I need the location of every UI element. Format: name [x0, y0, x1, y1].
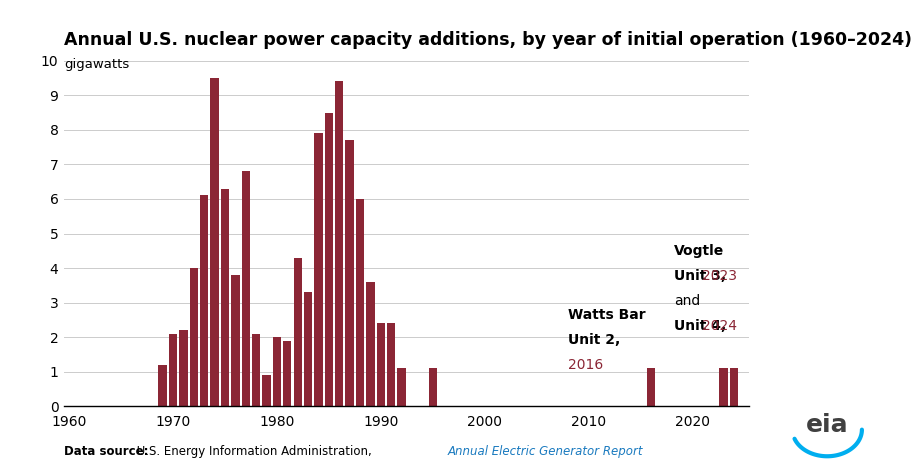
Bar: [387, 323, 395, 406]
Bar: [221, 189, 229, 406]
Bar: [200, 196, 208, 406]
Bar: [231, 275, 239, 406]
Bar: [252, 334, 260, 406]
Bar: [335, 81, 344, 406]
Text: Unit 2,: Unit 2,: [568, 333, 620, 347]
Bar: [262, 375, 271, 406]
Text: eia: eia: [806, 413, 848, 437]
Bar: [367, 282, 375, 406]
Bar: [272, 337, 281, 406]
Text: Data source:: Data source:: [64, 445, 148, 458]
Text: and: and: [674, 294, 700, 308]
Text: Unit 3,: Unit 3,: [674, 269, 730, 283]
Bar: [314, 133, 323, 406]
Text: Watts Bar: Watts Bar: [568, 308, 645, 322]
Text: 2023: 2023: [702, 269, 737, 283]
Bar: [345, 140, 354, 406]
Text: 2016: 2016: [568, 358, 603, 372]
Text: Vogtle: Vogtle: [674, 244, 724, 258]
Bar: [189, 268, 198, 406]
Bar: [283, 340, 292, 406]
Text: Annual Electric Generator Report: Annual Electric Generator Report: [448, 445, 643, 458]
Bar: [646, 368, 655, 406]
Bar: [241, 171, 250, 406]
Bar: [719, 368, 728, 406]
Bar: [179, 330, 187, 406]
Bar: [210, 78, 218, 406]
Bar: [169, 334, 177, 406]
Bar: [158, 365, 166, 406]
Bar: [377, 323, 385, 406]
Bar: [429, 368, 437, 406]
Bar: [729, 368, 738, 406]
Bar: [356, 199, 364, 406]
Text: Unit 4,: Unit 4,: [674, 318, 731, 333]
Bar: [303, 292, 313, 406]
Bar: [398, 368, 406, 406]
Text: U.S. Energy Information Administration,: U.S. Energy Information Administration,: [133, 445, 375, 458]
Bar: [293, 258, 302, 406]
Text: 2024: 2024: [702, 318, 737, 333]
Text: gigawatts: gigawatts: [64, 58, 129, 71]
Text: Annual U.S. nuclear power capacity additions, by year of initial operation (1960: Annual U.S. nuclear power capacity addit…: [64, 31, 912, 49]
Bar: [324, 113, 333, 406]
